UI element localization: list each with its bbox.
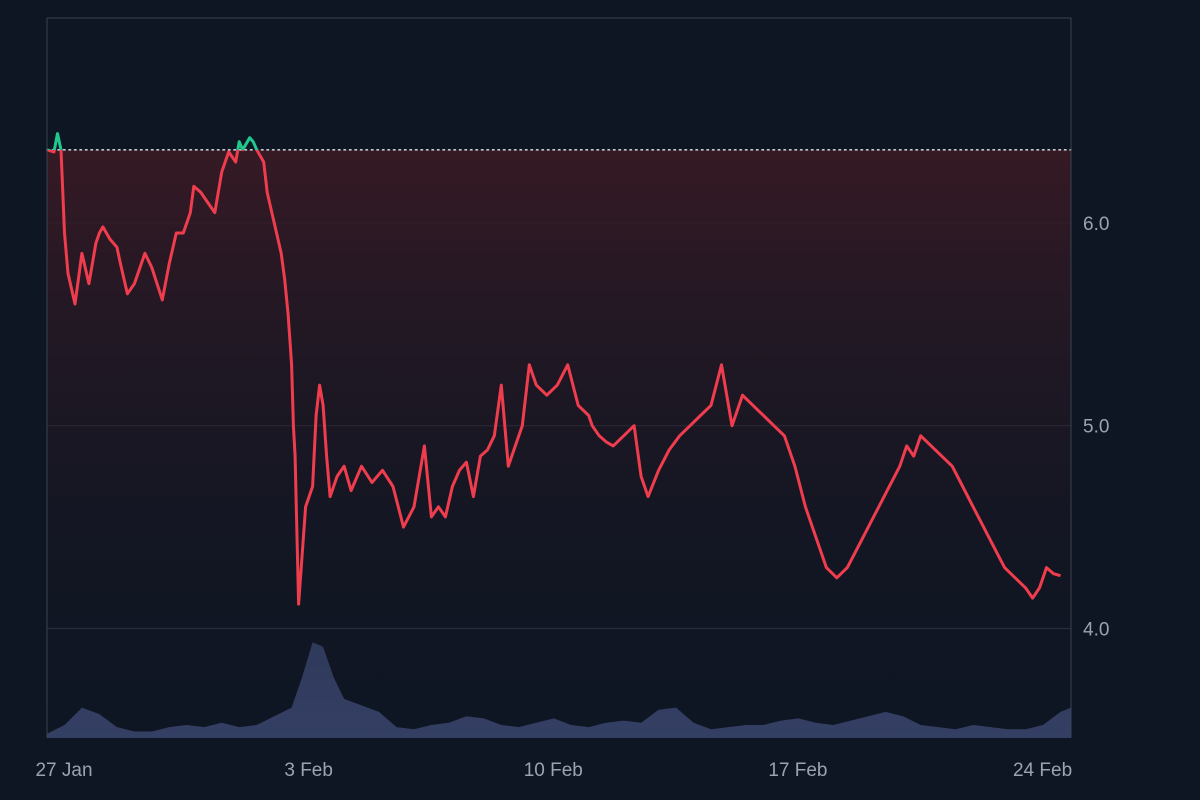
price-area-fill [47, 149, 1071, 738]
price-line-below [47, 149, 1061, 606]
plot-frame [46, 17, 1072, 738]
y-tick-label: 6.0 [1083, 214, 1109, 235]
x-axis-ticks: 27 Jan 3 Feb 10 Feb 17 Feb 24 Feb [35, 760, 1072, 781]
x-tick-label: 10 Feb [524, 760, 583, 781]
y-tick-label: 4.0 [1083, 619, 1109, 640]
x-tick-label: 24 Feb [1013, 760, 1072, 781]
x-tick-label: 3 Feb [284, 760, 333, 781]
price-line [47, 132, 1061, 606]
y-tick-label: 5.0 [1083, 417, 1109, 438]
x-tick-label: 27 Jan [35, 760, 92, 781]
y-axis-ticks: 4.0 5.0 6.0 [1083, 214, 1109, 641]
x-tick-label: 17 Feb [768, 760, 827, 781]
below-baseline-gradient [47, 149, 1071, 738]
